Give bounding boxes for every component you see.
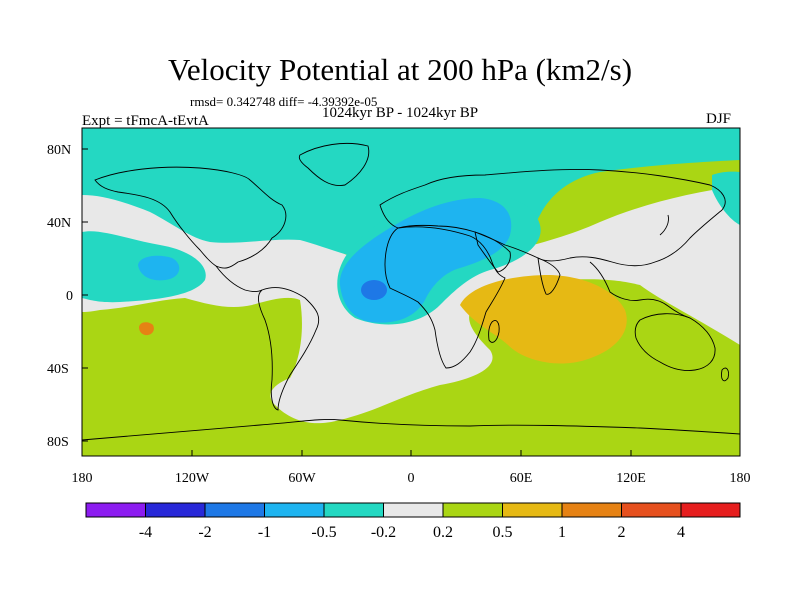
colorbar-label-5: -0.2 <box>371 524 396 541</box>
colorbar-box-1 <box>85 502 146 518</box>
colorbar-label-9: 2 <box>618 524 626 541</box>
lat-label-0: 0 <box>66 289 73 304</box>
lat-label-40n: 40N <box>47 216 71 231</box>
plot-subtitle: 1024kyr BP - 1024kyr BP <box>322 105 479 121</box>
velocity-potential-field <box>82 128 740 456</box>
field-max-negative <box>361 280 387 300</box>
colorbar-box-7 <box>442 502 503 518</box>
lat-label-80s: 80S <box>47 435 69 450</box>
coast-madagascar <box>488 320 500 343</box>
colorbar-box-11 <box>680 502 741 518</box>
colorbar-box-8 <box>502 502 563 518</box>
colorbar-label-6: 0.2 <box>433 524 453 541</box>
lon-label-120e: 120E <box>616 471 646 486</box>
colorbar-box-2 <box>145 502 206 518</box>
coast-australia <box>634 313 716 371</box>
colorbar-box-9 <box>561 502 622 518</box>
lat-label-80n: 80N <box>47 143 71 158</box>
colorbar-box-4 <box>264 502 325 518</box>
coast-japan <box>659 214 669 236</box>
field-strong-negative-pacific <box>138 255 180 281</box>
field-strong-positive-pacific <box>139 322 154 336</box>
colorbar-box-10 <box>621 502 682 518</box>
colorbar: -4 -2 -1 -0.5 -0.2 0.2 0.5 1 2 4 <box>85 502 741 541</box>
coast-europe-asia <box>379 169 726 267</box>
lon-label-180e: 180 <box>730 471 751 486</box>
lat-label-40s: 40S <box>47 362 69 377</box>
stats-line: rmsd= 0.342748 diff= -4.39392e-05 <box>190 94 378 109</box>
lon-axis: 180 120W 60W 0 60E 120E 180 <box>72 450 751 486</box>
coast-central-america <box>215 265 263 292</box>
colorbar-label-1: -4 <box>139 524 152 541</box>
coast-arabia <box>474 231 511 273</box>
lon-label-120w: 120W <box>175 471 210 486</box>
field-negative-northeast <box>712 171 740 225</box>
coast-new-zealand <box>721 367 729 382</box>
lon-label-180w: 180 <box>72 471 93 486</box>
colorbar-label-10: 4 <box>677 524 685 541</box>
coast-southeast-asia <box>589 261 691 319</box>
coast-south-america <box>258 287 320 411</box>
coast-africa <box>384 226 506 369</box>
coast-antarctica <box>82 419 740 441</box>
coast-north-america <box>94 166 287 269</box>
colorbar-label-8: 1 <box>558 524 566 541</box>
colorbar-label-2: -2 <box>198 524 211 541</box>
season-label: DJF <box>706 111 732 127</box>
colorbar-box-6 <box>383 502 444 518</box>
colorbar-label-4: -0.5 <box>311 524 336 541</box>
lat-axis: 80N 40N 0 40S 80S <box>47 143 88 450</box>
colorbar-label-7: 0.5 <box>493 524 513 541</box>
field-negative-north <box>82 128 740 262</box>
coast-india <box>537 257 561 295</box>
lon-label-0: 0 <box>408 471 415 486</box>
lon-label-60e: 60E <box>510 471 533 486</box>
plot-title: Velocity Potential at 200 hPa (km2/s) <box>167 52 633 87</box>
field-strong-positive <box>460 275 627 364</box>
lon-label-60w: 60W <box>288 471 316 486</box>
coastlines <box>82 142 740 441</box>
experiment-label: Expt = tFmcA-tEvtA <box>82 113 209 129</box>
colorbar-box-3 <box>204 502 265 518</box>
colorbar-box-5 <box>323 502 384 518</box>
colorbar-label-3: -1 <box>258 524 271 541</box>
coast-greenland <box>298 142 370 186</box>
